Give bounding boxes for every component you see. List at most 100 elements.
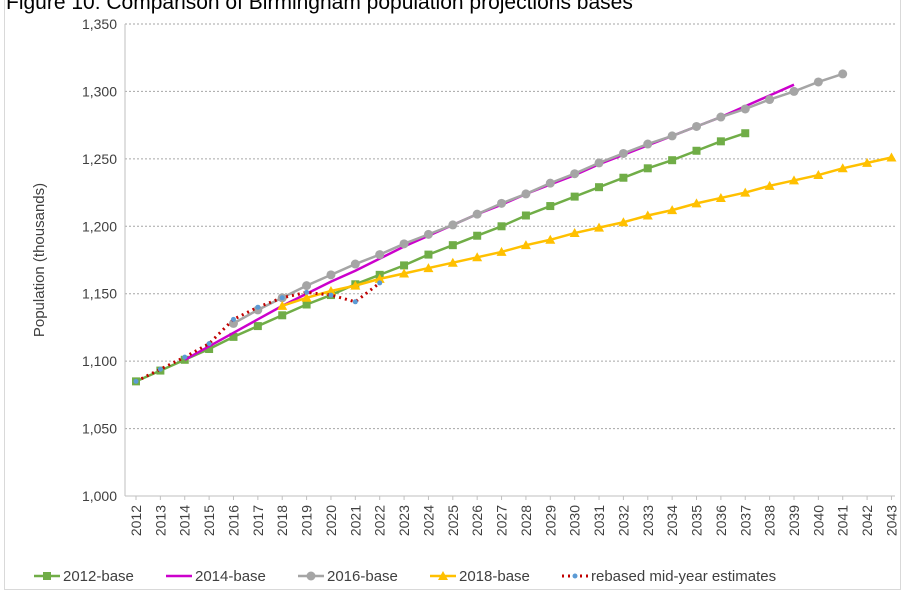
data-point	[569, 228, 580, 238]
data-point	[328, 292, 334, 298]
data-point	[350, 259, 360, 269]
data-point	[788, 175, 799, 185]
data-point	[182, 354, 188, 360]
data-point	[375, 250, 385, 260]
data-point	[399, 239, 409, 249]
x-tick-label: 2019	[299, 505, 315, 536]
legend-label-2: 2016-base	[327, 568, 398, 585]
data-point	[423, 229, 433, 239]
data-point	[229, 332, 238, 341]
data-point	[643, 139, 653, 149]
legend-marker-3	[438, 571, 448, 580]
data-point	[740, 104, 750, 114]
data-point	[570, 169, 580, 179]
data-point	[692, 121, 702, 131]
x-tick-label: 2021	[347, 505, 363, 536]
data-point	[789, 86, 799, 96]
x-tick-label: 2026	[469, 505, 485, 536]
x-tick-label: 2043	[883, 505, 899, 536]
x-tick-label: 2041	[835, 505, 851, 536]
data-point	[813, 170, 824, 180]
data-point	[520, 240, 531, 250]
x-tick-label: 2042	[859, 505, 875, 536]
data-point	[157, 366, 163, 372]
data-point	[642, 210, 653, 220]
data-point	[325, 286, 336, 296]
data-point	[253, 322, 262, 331]
data-point	[546, 202, 555, 211]
data-point	[400, 261, 409, 270]
x-tick-label: 2014	[177, 505, 193, 536]
x-tick-label: 2032	[615, 505, 631, 536]
data-point	[304, 289, 310, 295]
series-line-4	[135, 281, 381, 383]
data-point	[496, 246, 507, 256]
x-tick-label: 2028	[518, 505, 534, 536]
data-point	[279, 295, 285, 301]
data-point	[472, 209, 482, 219]
x-tick-label: 2037	[737, 505, 753, 536]
data-point	[545, 178, 555, 188]
x-tick-label: 2040	[810, 505, 826, 536]
y-tick-label: 1,300	[82, 83, 117, 99]
data-point	[618, 148, 628, 158]
x-tick-label: 2029	[542, 505, 558, 536]
data-point	[764, 180, 775, 190]
data-point	[350, 280, 361, 290]
series-line-0	[135, 132, 746, 383]
data-point	[594, 222, 605, 232]
data-point	[448, 241, 457, 250]
legend-label-4: rebased mid-year estimates	[591, 568, 776, 585]
x-tick-label: 2012	[128, 505, 144, 536]
y-tick-label: 1,250	[82, 151, 117, 167]
data-point	[570, 192, 579, 201]
data-point	[838, 69, 848, 79]
data-point	[326, 270, 336, 280]
y-tick-label: 1,200	[82, 218, 117, 234]
data-point	[205, 345, 214, 354]
data-point	[206, 341, 212, 347]
x-tick-label: 2030	[567, 505, 583, 536]
data-point	[692, 146, 701, 155]
x-tick-label: 2031	[591, 505, 607, 536]
data-point	[521, 189, 531, 199]
x-tick-label: 2018	[274, 505, 290, 536]
x-tick-label: 2015	[201, 505, 217, 536]
x-tick-label: 2035	[689, 505, 705, 536]
x-tick-label: 2013	[152, 505, 168, 536]
data-point	[813, 77, 823, 87]
data-point	[716, 112, 726, 122]
data-point	[619, 173, 628, 182]
data-point	[230, 316, 236, 322]
legend-marker-4	[572, 573, 578, 579]
data-point	[472, 252, 483, 262]
y-tick-label: 1,100	[82, 353, 117, 369]
data-point	[643, 164, 652, 173]
data-point	[740, 187, 751, 197]
x-tick-label: 2025	[445, 505, 461, 536]
data-point	[473, 231, 482, 240]
data-point	[668, 156, 677, 165]
data-point	[228, 318, 238, 328]
legend-label-0: 2012-base	[63, 568, 134, 585]
data-point	[277, 300, 288, 310]
y-tick-label: 1,350	[82, 16, 117, 32]
data-point	[691, 198, 702, 208]
x-tick-label: 2027	[494, 505, 510, 536]
data-point	[521, 211, 530, 220]
y-tick-label: 1,150	[82, 286, 117, 302]
data-point	[377, 280, 383, 286]
data-point	[741, 129, 750, 138]
data-point	[399, 268, 410, 278]
data-point	[352, 299, 358, 305]
x-tick-label: 2034	[664, 505, 680, 536]
chart-border	[4, 0, 901, 590]
data-point	[716, 137, 725, 146]
legend-label-3: 2018-base	[459, 568, 530, 585]
data-point	[423, 263, 434, 273]
x-tick-label: 2017	[250, 505, 266, 536]
x-tick-label: 2022	[372, 505, 388, 536]
data-point	[278, 311, 287, 320]
data-point	[497, 222, 506, 231]
